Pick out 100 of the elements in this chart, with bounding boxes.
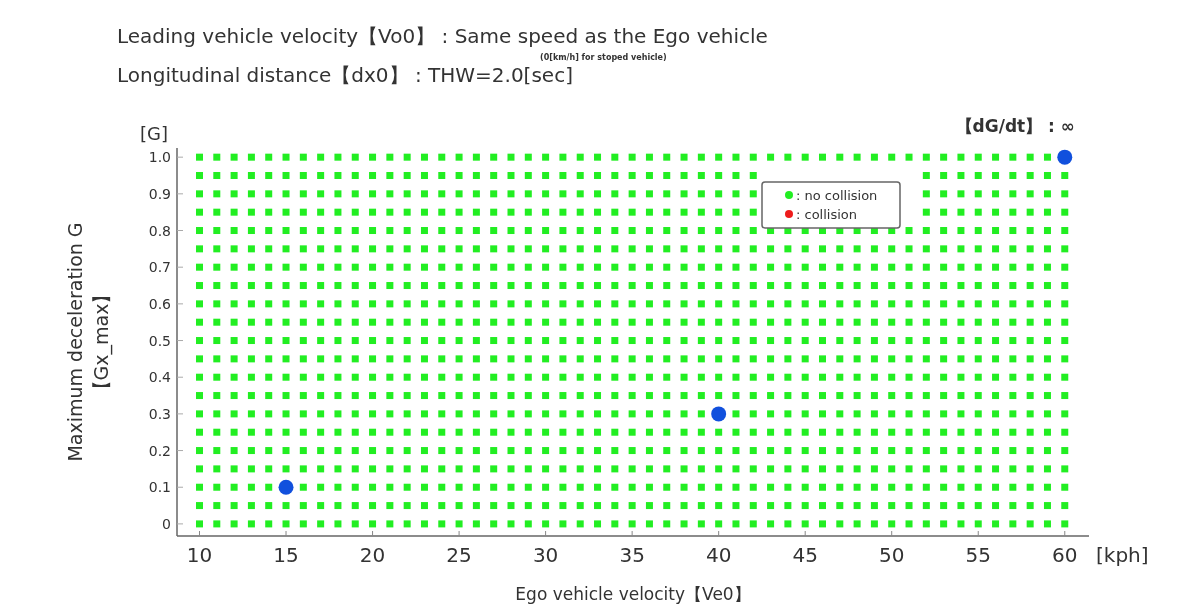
point [1061,318,1069,326]
point [940,355,948,363]
point [490,392,498,400]
point [542,392,550,400]
point [853,300,861,308]
x-tick-label: 55 [965,543,991,567]
point [905,300,913,308]
point [680,392,688,400]
point [801,520,809,528]
point [801,502,809,510]
point [420,282,428,290]
point [1009,483,1017,491]
point [732,447,740,455]
point [836,410,844,418]
point [1026,483,1034,491]
point [351,263,359,271]
y-tick-label: 0.4 [148,369,172,386]
point [645,447,653,455]
point [801,392,809,400]
point [715,447,723,455]
point [853,392,861,400]
point [1026,465,1034,473]
point [351,172,359,180]
point [542,153,550,161]
point [576,300,584,308]
point [957,410,965,418]
point [334,502,342,510]
point [351,227,359,235]
point [611,245,619,253]
point [299,282,307,290]
point [524,483,532,491]
point [265,263,273,271]
point [957,520,965,528]
point [645,502,653,510]
point [1009,373,1017,381]
point [524,428,532,436]
point [819,318,826,326]
point [507,172,515,180]
point [576,245,584,253]
point [645,392,653,400]
y-tick-label: 0.1 [148,479,171,496]
point [559,318,567,326]
point [905,263,913,271]
point [767,318,775,326]
point [594,227,602,235]
point [265,392,273,400]
point [213,208,221,216]
point [628,465,636,473]
point [663,318,671,326]
point [490,520,498,528]
point [1009,447,1017,455]
point [524,373,532,381]
point [213,447,221,455]
point [594,520,602,528]
point [870,428,878,436]
point [576,355,584,363]
point [1026,300,1034,308]
point [767,263,775,271]
point [507,447,515,455]
point [490,428,498,436]
point [369,447,377,455]
point [940,227,948,235]
x-tick-label: 35 [619,543,645,567]
point [715,208,723,216]
point [317,355,325,363]
point [1026,190,1034,198]
point [836,428,844,436]
point [663,172,671,180]
point [213,465,221,473]
point [732,465,740,473]
point [1043,520,1051,528]
point [957,245,965,253]
point [974,245,982,253]
point [1043,318,1051,326]
point [472,300,480,308]
point [455,337,463,345]
point [957,172,965,180]
point [317,245,325,253]
point [1026,355,1034,363]
point [196,318,203,326]
point [697,520,705,528]
point [767,465,775,473]
point [801,428,809,436]
point [905,337,913,345]
point [801,282,809,290]
point [559,355,567,363]
point [974,392,982,400]
point [663,447,671,455]
point [299,502,307,510]
point [334,153,342,161]
point [922,337,930,345]
point [905,282,913,290]
point [524,355,532,363]
y-tick-label: 0.8 [148,222,171,239]
point [559,520,567,528]
point [732,318,740,326]
point [247,483,255,491]
point [922,172,930,180]
point [905,410,913,418]
point [1043,483,1051,491]
